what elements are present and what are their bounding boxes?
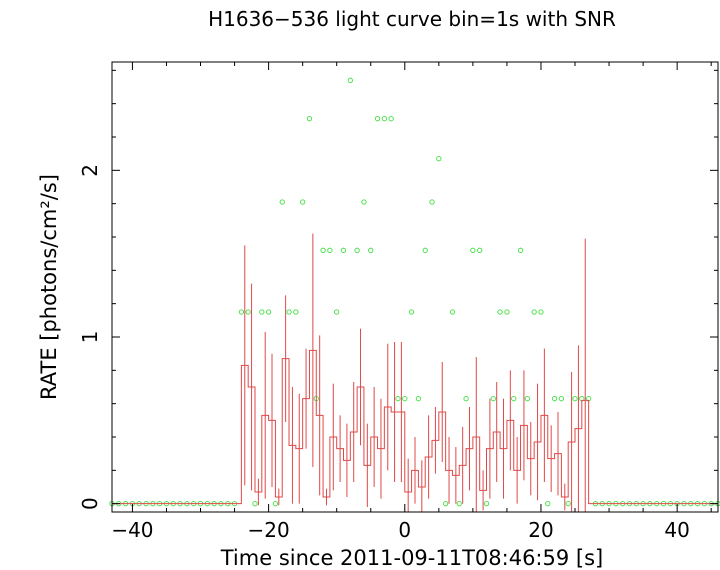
snr-point (511, 396, 517, 402)
x-tick-label: 20 (528, 518, 553, 542)
snr-point (490, 396, 496, 402)
snr-point (368, 247, 374, 253)
chart-title: H1636−536 light curve bin=1s with SNR (208, 7, 616, 31)
snr-point (572, 396, 578, 402)
snr-point (286, 309, 292, 315)
snr-point (531, 309, 537, 315)
snr-point (347, 77, 353, 83)
snr-point (558, 396, 565, 402)
snr-point (374, 116, 381, 122)
snr-point (361, 199, 367, 205)
axes: −40 −20 0 20 40 0 1 2 (78, 62, 718, 542)
snr-point (245, 309, 251, 315)
y-tick-label: 2 (78, 164, 102, 177)
snr-point (402, 396, 408, 402)
snr-point (320, 247, 326, 253)
snr-point (354, 247, 360, 253)
snr-point (483, 501, 490, 507)
rate-step-curve (112, 233, 718, 512)
snr-point (470, 247, 476, 253)
snr-point (300, 199, 306, 205)
snr-point (422, 247, 428, 253)
snr-point (545, 501, 551, 507)
snr-point (334, 309, 340, 315)
x-tick-label: 40 (664, 518, 689, 542)
snr-point (436, 156, 442, 162)
snr-point (306, 116, 313, 122)
snr-point (463, 396, 469, 402)
y-tick-label: 0 (78, 497, 102, 510)
snr-point (497, 309, 503, 315)
snr-point (265, 309, 272, 315)
snr-point (238, 309, 245, 315)
snr-point (456, 501, 462, 507)
x-tick-label: −40 (111, 518, 153, 542)
rate-step-line (112, 349, 718, 505)
x-axis-title: Time since 2011-09-11T08:46:59 [s] (220, 546, 603, 570)
snr-point (442, 501, 449, 507)
snr-point (429, 199, 435, 205)
snr-point (279, 199, 285, 205)
snr-point (272, 501, 279, 507)
snr-point (517, 247, 524, 253)
snr-point (395, 396, 401, 402)
x-tick-label: −20 (247, 518, 289, 542)
snr-point (565, 501, 571, 507)
snr-point (381, 116, 388, 122)
snr-point (504, 309, 510, 315)
snr-point (340, 247, 347, 253)
snr-point (449, 309, 456, 315)
snr-point (524, 396, 530, 402)
snr-point (327, 247, 333, 253)
snr-point (415, 396, 422, 402)
snr-point (477, 247, 483, 253)
x-tick-label: 0 (398, 518, 411, 542)
snr-point (293, 309, 299, 315)
y-axis-title: RATE [photons/cm²/s] (37, 174, 61, 400)
snr-point (551, 396, 558, 402)
plot-frame (111, 61, 719, 513)
snr-point (259, 309, 265, 315)
snr-point (252, 501, 258, 507)
snr-point (408, 309, 415, 315)
snr-point (388, 116, 394, 122)
snr-point (538, 309, 544, 315)
y-tick-label: 1 (78, 331, 102, 344)
